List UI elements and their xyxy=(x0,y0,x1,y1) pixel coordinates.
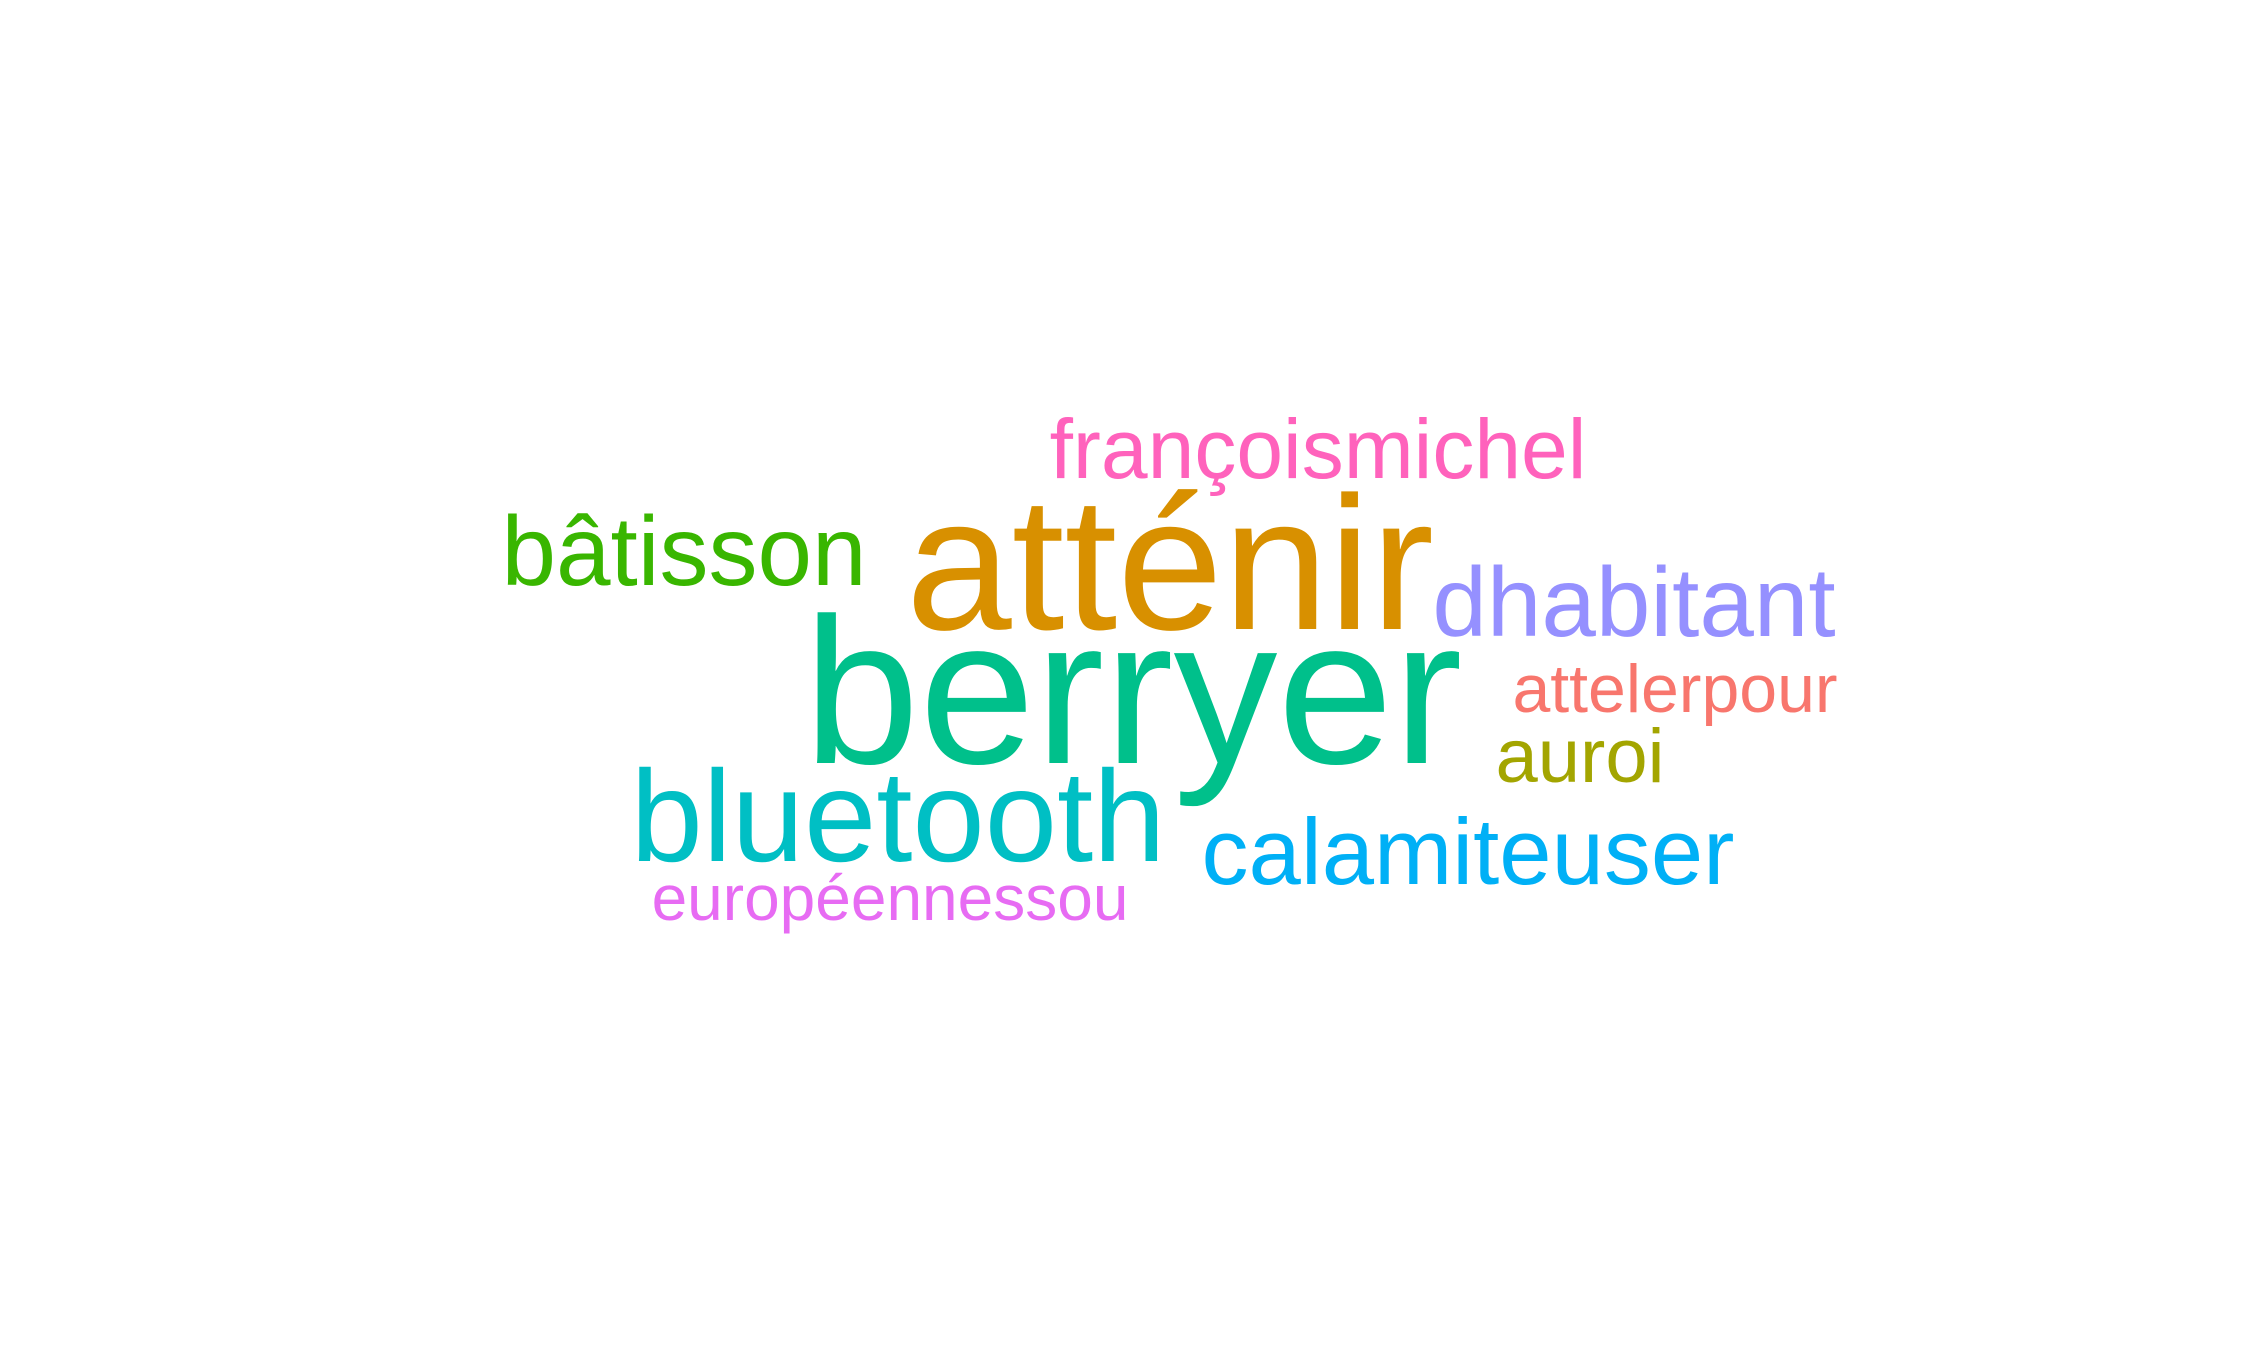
word-berryer: berryer xyxy=(803,576,1463,808)
word-auroi: auroi xyxy=(1495,714,1665,799)
word-attelerpour: attelerpour xyxy=(1512,651,1838,727)
word-europeennessou: européennessou xyxy=(651,862,1129,934)
word-dhabitant: dhabitant xyxy=(1432,547,1836,657)
word-attenir: atténir xyxy=(905,458,1435,670)
word-bluetooth: bluetooth xyxy=(630,743,1166,889)
word-francoismichel: françoismichel xyxy=(1049,402,1587,496)
word-batisson: bâtisson xyxy=(501,496,867,606)
word-calamiteuser: calamiteuser xyxy=(1201,799,1735,904)
